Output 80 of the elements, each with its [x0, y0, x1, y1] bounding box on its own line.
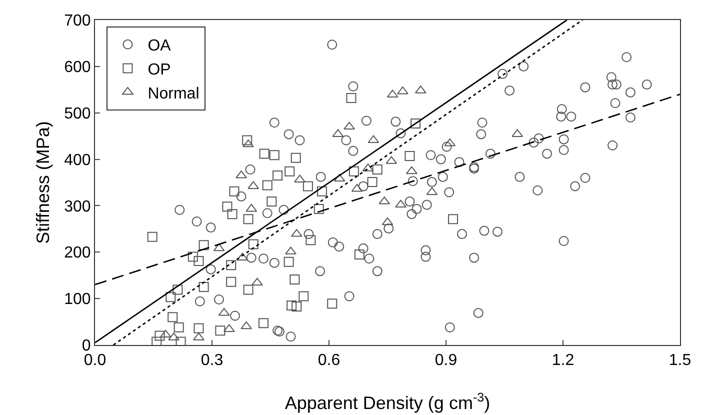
- legend-label: OA: [148, 38, 172, 55]
- y-tick-label: 200: [64, 244, 91, 262]
- point: [222, 202, 232, 212]
- point: [372, 164, 382, 174]
- y-tick-label: 700: [64, 12, 91, 30]
- point: [259, 148, 270, 159]
- point: [218, 308, 230, 316]
- point: [227, 209, 238, 220]
- y-tick-label: 400: [64, 152, 91, 169]
- point: [410, 118, 421, 129]
- x-tick-label: 0.6: [318, 352, 340, 370]
- point: [229, 186, 240, 196]
- y-tick-label: 300: [64, 198, 91, 216]
- point: [262, 180, 272, 190]
- point: [226, 260, 236, 270]
- point: [266, 196, 277, 207]
- point: [292, 301, 302, 312]
- point: [334, 174, 346, 182]
- point: [344, 122, 355, 130]
- point: [348, 166, 359, 176]
- point: [242, 135, 252, 146]
- point: [176, 336, 186, 345]
- point: [188, 252, 198, 262]
- point: [242, 139, 254, 148]
- point: [166, 292, 176, 302]
- point: [240, 321, 252, 330]
- point: [298, 291, 309, 302]
- point: [215, 326, 226, 336]
- point: [272, 170, 283, 181]
- legend-label: OP: [148, 61, 171, 78]
- x-tick-label: 0.9: [434, 352, 458, 370]
- y-tick-label: 100: [64, 291, 91, 308]
- point: [258, 318, 268, 328]
- point: [147, 232, 158, 242]
- point: [194, 323, 204, 334]
- x-axis-title: Apparent Density (g cm$^{-3}$): [284, 390, 490, 413]
- point: [198, 240, 209, 250]
- x-tick-label: 1.2: [552, 352, 574, 370]
- point: [382, 217, 394, 226]
- x-tick-label: 1.5: [668, 352, 692, 370]
- point: [346, 93, 356, 103]
- y-tick-label: 0: [82, 338, 91, 355]
- point: [226, 276, 236, 287]
- point: [316, 186, 327, 196]
- point: [154, 330, 165, 341]
- point: [306, 235, 316, 246]
- point: [284, 166, 295, 176]
- point: [354, 249, 364, 260]
- y-tick-label: 600: [64, 59, 91, 76]
- point: [198, 282, 209, 292]
- point: [269, 150, 280, 160]
- point: [327, 298, 338, 309]
- point: [302, 181, 313, 192]
- point: [168, 312, 178, 322]
- y-axis-title: Stiffness (MPa): [33, 121, 53, 244]
- point: [172, 284, 183, 295]
- y-tick-label: 500: [64, 105, 91, 122]
- point: [286, 300, 297, 311]
- point: [174, 322, 184, 332]
- point: [243, 214, 254, 224]
- point: [406, 166, 418, 174]
- point: [243, 284, 254, 295]
- legend-label: Normal: [148, 85, 200, 102]
- point: [160, 330, 172, 338]
- point: [246, 204, 258, 212]
- point: [152, 336, 162, 345]
- point: [290, 152, 301, 163]
- point: [194, 256, 204, 266]
- point: [248, 239, 258, 250]
- point: [448, 214, 458, 224]
- point: [367, 177, 378, 188]
- point: [314, 204, 324, 214]
- point: [290, 274, 300, 285]
- point: [395, 200, 406, 208]
- x-tick-label: 0.3: [200, 352, 224, 370]
- point: [213, 243, 225, 252]
- point: [252, 278, 263, 286]
- point: [284, 256, 294, 267]
- x-tick-label: 0.0: [84, 352, 106, 370]
- point: [404, 151, 415, 162]
